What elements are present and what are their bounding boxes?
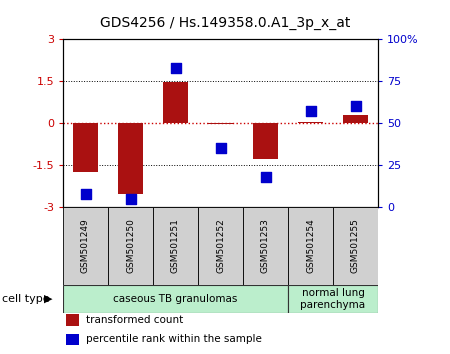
- Bar: [208, 123, 233, 124]
- Bar: [343, 115, 368, 123]
- Bar: [118, 123, 143, 194]
- Point: [307, 108, 314, 114]
- Point: [172, 65, 179, 70]
- Text: GSM501250: GSM501250: [126, 218, 135, 274]
- Bar: [243, 207, 288, 285]
- Bar: [66, 314, 79, 326]
- Bar: [63, 285, 288, 313]
- Bar: [108, 207, 153, 285]
- Point: [352, 103, 359, 109]
- Bar: [288, 207, 333, 285]
- Text: GSM501254: GSM501254: [306, 219, 315, 273]
- Bar: [73, 123, 98, 172]
- Point: [262, 174, 269, 180]
- Text: percentile rank within the sample: percentile rank within the sample: [86, 334, 262, 344]
- Text: GSM501255: GSM501255: [351, 218, 360, 274]
- Text: ▶: ▶: [44, 294, 53, 304]
- Bar: [66, 334, 79, 345]
- Text: GSM501249: GSM501249: [81, 219, 90, 273]
- Bar: [163, 82, 188, 123]
- Bar: [298, 122, 323, 123]
- Text: GSM501251: GSM501251: [171, 218, 180, 274]
- Bar: [198, 207, 243, 285]
- Text: caseous TB granulomas: caseous TB granulomas: [113, 294, 238, 304]
- Point: [127, 196, 134, 201]
- Text: GDS4256 / Hs.149358.0.A1_3p_x_at: GDS4256 / Hs.149358.0.A1_3p_x_at: [100, 16, 350, 30]
- Text: normal lung
parenchyma: normal lung parenchyma: [301, 288, 365, 310]
- Point: [82, 191, 89, 196]
- Bar: [333, 207, 378, 285]
- Bar: [253, 123, 278, 159]
- Point: [217, 145, 224, 151]
- Text: cell type: cell type: [2, 294, 50, 304]
- Bar: [63, 207, 108, 285]
- Text: GSM501253: GSM501253: [261, 218, 270, 274]
- Text: GSM501252: GSM501252: [216, 219, 225, 273]
- Bar: [288, 285, 378, 313]
- Bar: [153, 207, 198, 285]
- Text: transformed count: transformed count: [86, 315, 184, 325]
